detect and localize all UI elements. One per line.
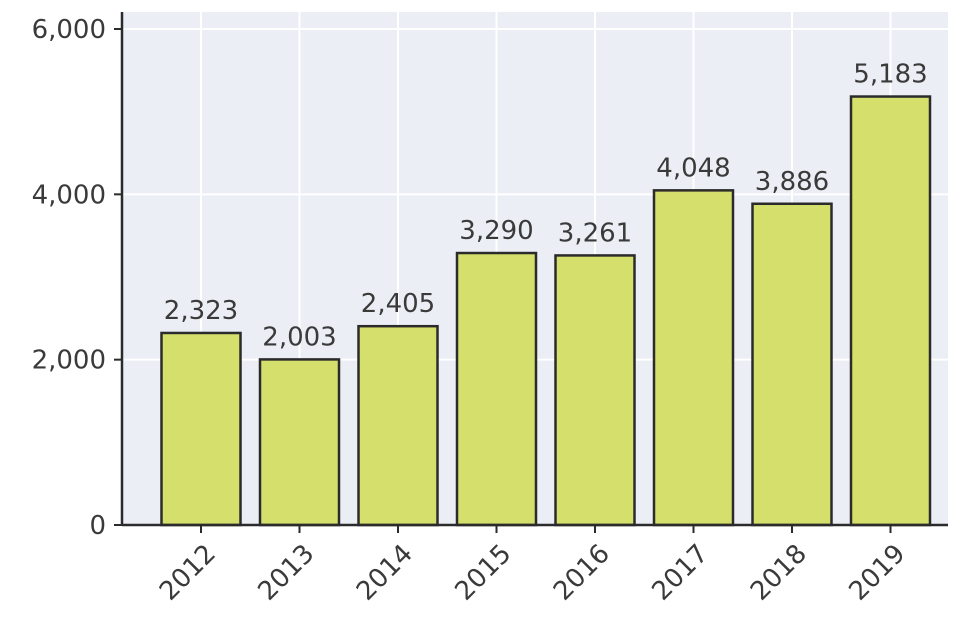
value-label-2013: 2,003 [262,322,336,352]
y-tick-label: 0 [89,511,106,541]
value-label-2015: 3,290 [459,216,533,246]
bars [160,95,932,527]
bar-2012 [160,331,242,527]
value-label-2016: 3,261 [558,218,632,248]
x-ticks: 2012 2013 2014 2015 2016 2017 2018 2019 [154,525,911,607]
x-tick-label-2015: 2015 [449,539,517,607]
bar-2016 [554,254,636,527]
y-ticks: 0 2,000 4,000 6,000 [32,15,122,541]
x-tick-label-2016: 2016 [548,539,616,607]
value-label-2012: 2,323 [164,296,238,326]
bar-2015 [455,251,538,527]
value-labels: 2,323 2,003 2,405 3,290 3,261 4,048 3,886 5,183 [164,60,928,353]
x-tick-label-2012: 2012 [154,539,222,607]
bar-2019 [849,95,932,527]
x-tick-label-2019: 2019 [843,539,911,607]
y-tick-label: 2,000 [32,346,106,376]
bar-2013 [258,358,341,527]
value-label-2018: 3,886 [755,167,829,197]
bar-2014 [357,324,439,527]
value-label-2019: 5,183 [853,60,927,90]
x-tick-label-2013: 2013 [252,539,320,607]
y-tick-label: 6,000 [32,15,106,45]
bar-2017 [652,189,735,527]
axes [120,12,948,527]
value-label-2014: 2,405 [361,289,435,319]
x-tick-label-2018: 2018 [745,539,813,607]
bar-2018 [751,202,833,527]
value-label-2017: 4,048 [656,153,730,183]
x-tick-label-2014: 2014 [351,539,419,607]
y-tick-label: 4,000 [32,180,106,210]
x-tick-label-2017: 2017 [646,539,714,607]
